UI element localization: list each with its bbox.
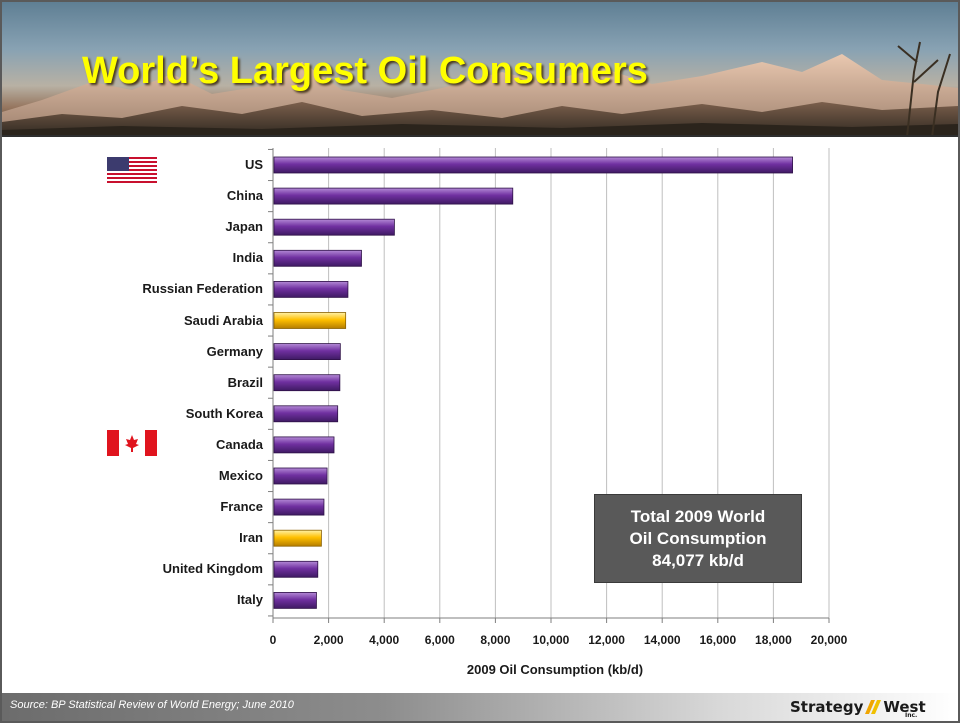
header-divider <box>2 135 958 137</box>
category-label: Canada <box>216 436 263 452</box>
total-consumption-box: Total 2009 World Oil Consumption 84,077 … <box>594 494 802 583</box>
logo-text-strategy: Strategy <box>790 698 864 716</box>
canada-flag-icon <box>107 430 157 456</box>
logo-text-west: West <box>883 698 926 716</box>
category-label: Russian Federation <box>142 281 263 297</box>
x-tick-label: 6,000 <box>424 633 455 647</box>
x-tick-label: 2,000 <box>313 633 344 647</box>
strategy-west-logo: Strategy West Inc. <box>790 693 956 721</box>
x-tick-label: 8,000 <box>480 633 511 647</box>
x-tick-label: 4,000 <box>369 633 400 647</box>
bar-chart <box>268 148 830 623</box>
category-label: Saudi Arabia <box>184 312 263 328</box>
logo-inc: Inc. <box>905 712 918 719</box>
total-box-line-1: Total 2009 World <box>630 506 766 526</box>
footer-bar: Source: BP Statistical Review of World E… <box>2 693 958 721</box>
bar <box>273 312 347 329</box>
category-label: Iran <box>239 530 263 546</box>
category-label: Mexico <box>218 468 263 483</box>
bar <box>273 249 362 267</box>
category-label: South Korea <box>185 405 263 421</box>
x-tick-label: 10,000 <box>532 633 570 647</box>
category-label: Germany <box>206 343 263 359</box>
total-box-line-2: Oil Consumption <box>629 528 767 548</box>
header-banner: World’s Largest Oil Consumers <box>2 2 958 137</box>
bar <box>273 218 395 236</box>
bar <box>273 529 322 547</box>
x-tick-label: 14,000 <box>643 633 681 647</box>
x-tick-label: 16,000 <box>699 633 737 647</box>
total-box-line-3: 84,077 kb/d <box>652 550 744 570</box>
category-label: Brazil <box>227 374 263 390</box>
us-flag-icon <box>107 157 157 183</box>
category-label: India <box>232 250 263 266</box>
source-note: Source: BP Statistical Review of World E… <box>10 699 294 711</box>
x-tick-label: 18,000 <box>755 633 792 647</box>
logo-mark-icon <box>865 700 882 714</box>
bar <box>273 405 339 423</box>
x-tick-label: 20,000 <box>810 633 848 647</box>
bar <box>273 498 325 516</box>
bar <box>273 280 349 298</box>
x-axis-title: 2009 Oil Consumption (kb/d) <box>466 662 644 677</box>
bar <box>273 467 328 485</box>
category-label: United Kingdom <box>162 561 263 577</box>
bar <box>273 343 341 361</box>
bar <box>273 187 514 205</box>
bar <box>273 592 317 609</box>
category-label: Italy <box>236 592 263 608</box>
category-label: China <box>226 188 263 204</box>
x-tick-label: 0 <box>269 633 277 647</box>
mountain-landscape-image <box>2 41 958 137</box>
slide-title: World’s Largest Oil Consumers <box>82 50 648 92</box>
category-label: France <box>220 499 263 515</box>
bar <box>273 374 341 392</box>
category-label: Japan <box>225 219 263 235</box>
bar <box>273 156 793 174</box>
bar <box>273 436 335 454</box>
bar <box>273 560 319 578</box>
x-tick-label: 12,000 <box>588 633 625 647</box>
category-label: US <box>244 157 263 172</box>
